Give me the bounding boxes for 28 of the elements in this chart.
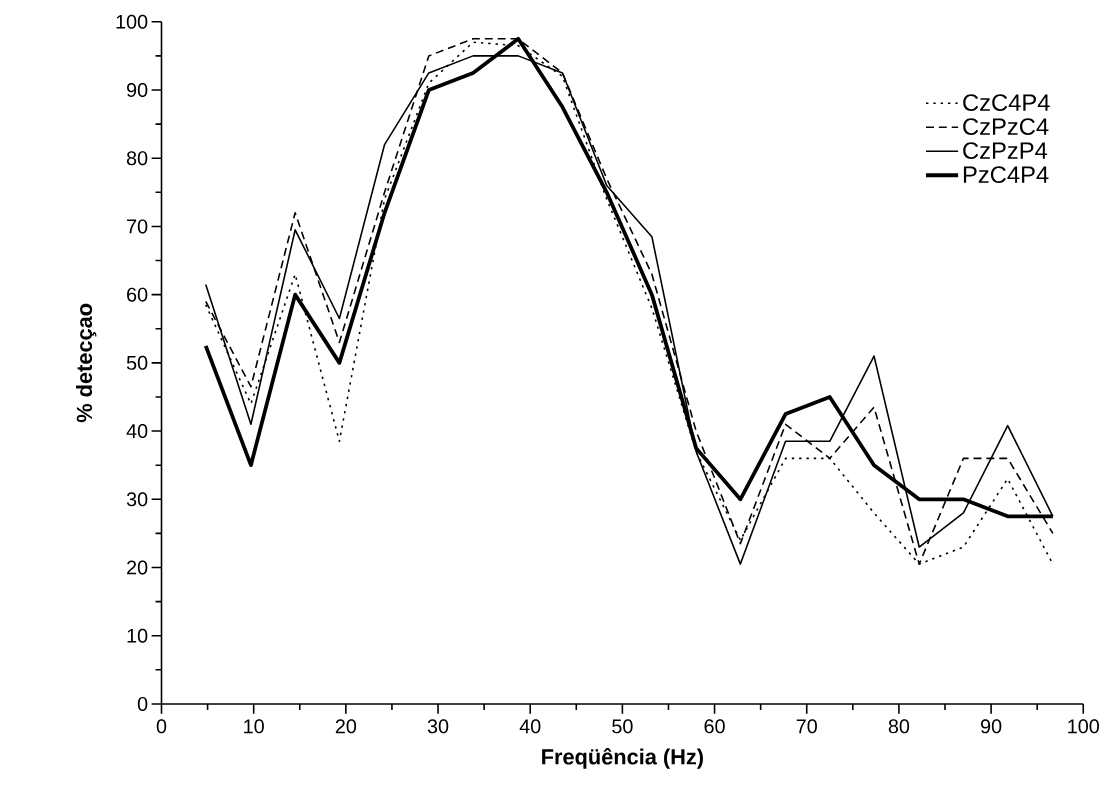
y-tick-label: 90	[127, 83, 148, 98]
y-tick-label: 20	[127, 560, 148, 575]
y-tick-label: 100	[116, 14, 148, 29]
x-axis-title: Freqüência (Hz)	[542, 748, 703, 769]
x-tick-label: 100	[1068, 719, 1099, 734]
x-tick-label: 70	[796, 719, 817, 734]
y-tick-label: 50	[126, 355, 148, 370]
legend-label: CzPzP4	[963, 142, 1048, 160]
y-tick-label: 30	[126, 492, 148, 507]
x-tick-label: 10	[244, 719, 264, 734]
x-tick-label: 40	[519, 719, 541, 734]
x-tick-label: 60	[704, 719, 725, 734]
legend-label: CzPzC4	[963, 118, 1049, 136]
y-axis-title: % detecçao	[76, 303, 97, 423]
legend-label: PzC4P4	[963, 166, 1049, 184]
x-tick-label: 0	[156, 719, 167, 734]
y-tick-label: 80	[126, 151, 148, 166]
y-tick-label: 10	[127, 628, 148, 643]
x-tick-label: 30	[427, 719, 449, 734]
x-tick-label: 50	[612, 719, 633, 734]
y-tick-label: 0	[137, 696, 148, 711]
legend-label: CzC4P4	[963, 94, 1050, 112]
x-tick-label: 80	[888, 719, 910, 734]
y-tick-label: 60	[127, 287, 148, 302]
y-tick-label: 40	[126, 424, 148, 439]
x-tick-label: 20	[335, 719, 357, 734]
x-tick-label: 90	[981, 719, 1002, 734]
y-tick-label: 70	[127, 219, 148, 234]
